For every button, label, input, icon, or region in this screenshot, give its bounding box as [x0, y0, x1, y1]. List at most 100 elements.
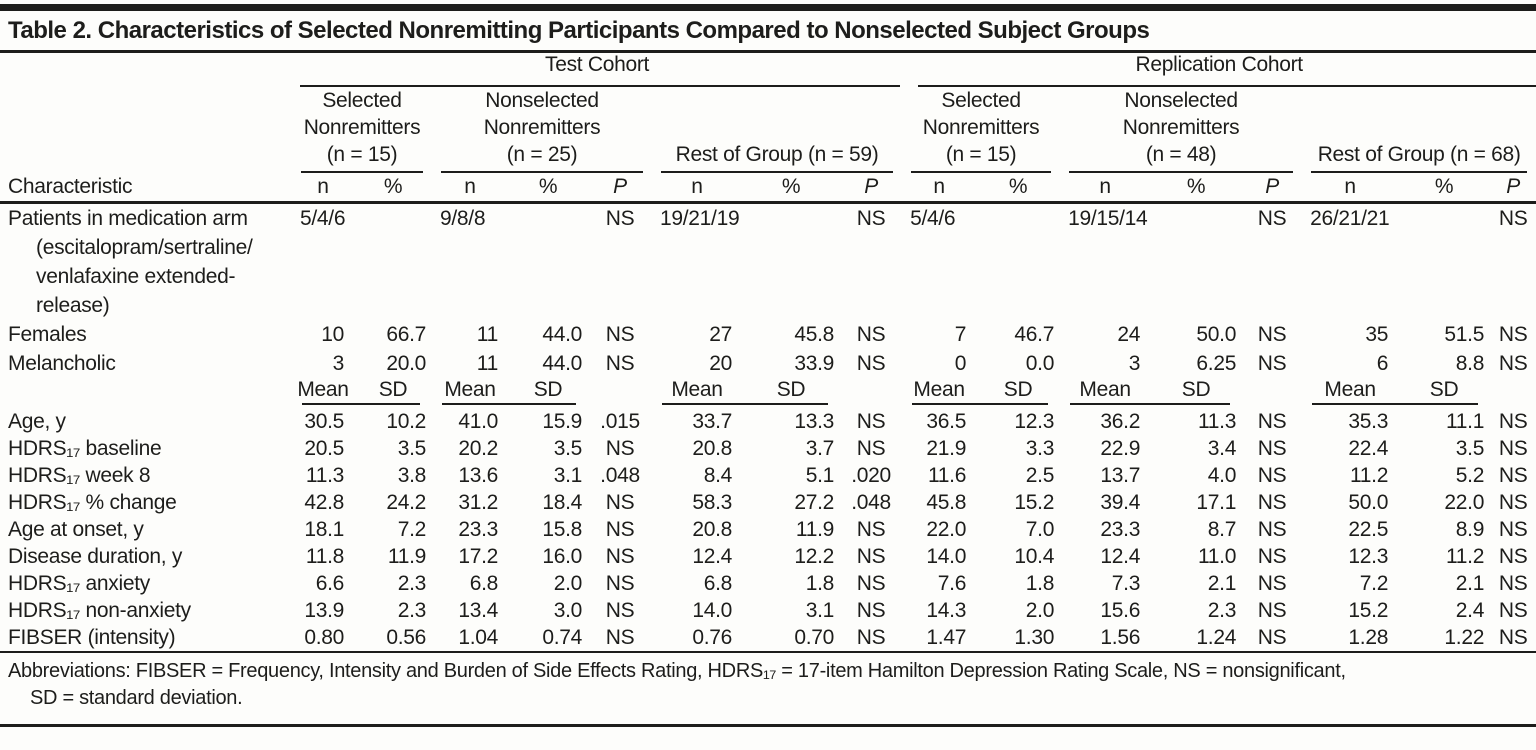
cell-n: 19/15/14 [1068, 207, 1148, 230]
cell-mean: 23.3 [458, 518, 498, 541]
col-header-pct: % [742, 173, 840, 204]
row-label: Patients in medication arm (escitalopram… [8, 207, 253, 317]
cell-sd: 10.4 [1014, 545, 1055, 568]
cell-p: NS [1257, 626, 1287, 649]
cell-pct [976, 203, 1060, 321]
cell-pct [1398, 203, 1490, 321]
cell-mean: 14.0 [692, 599, 732, 622]
cell-p: NS [1257, 352, 1287, 375]
cell-p: NS [1498, 410, 1528, 433]
cell-sd: 2.1 [1207, 572, 1237, 595]
cell-sd: 3.5 [1455, 437, 1485, 460]
cell-p: NS [856, 599, 886, 622]
table-row: Disease duration, y 11.8 11.9 17.2 16.0 … [0, 543, 1536, 570]
cell-mean: 15.2 [1348, 599, 1389, 622]
col-header-pct: % [1398, 173, 1491, 204]
cell-p: NS [605, 626, 635, 649]
group-test-rest-of-group: Rest of Group (n = 59) [652, 87, 902, 173]
cell-p: NS [856, 437, 886, 460]
cell-mean: 39.4 [1100, 491, 1141, 514]
cell-p: .048 [851, 491, 891, 514]
cell-p: NS [1257, 410, 1287, 433]
col-header-n: n [432, 173, 508, 204]
table-row: HDRS₁₇ baseline 20.5 3.5 20.2 3.5 NS 20.… [0, 435, 1536, 462]
cell-sd: 11.0 [1197, 545, 1237, 568]
cell-sd: 11.9 [795, 518, 834, 541]
cell-sd: 2.0 [1025, 599, 1055, 622]
mean-header: Mean [902, 378, 977, 408]
cell-mean: 30.5 [304, 410, 344, 433]
cell-n: 24 [1117, 323, 1141, 346]
cell-mean: 0.80 [304, 626, 344, 649]
cell-sd: 1.8 [805, 572, 835, 595]
cell-mean: 41.0 [458, 410, 498, 433]
cell-sd: 10.2 [386, 410, 426, 433]
blank-cell [1490, 378, 1536, 408]
cell-p: NS [1498, 323, 1528, 346]
col-header-n: n [1302, 173, 1399, 204]
cell-sd: 4.0 [1207, 464, 1237, 487]
cell-p: NS [1257, 464, 1287, 487]
group-repl-nonselected-nonremitters: Nonselected Nonremitters (n = 48) [1060, 87, 1302, 173]
col-header-n: n [902, 173, 977, 204]
cell-sd: 27.2 [794, 491, 834, 514]
cell-sd: 0.70 [794, 626, 834, 649]
row-label: Disease duration, y [8, 545, 183, 568]
col-header-n: n [1060, 173, 1151, 204]
cell-pct: 45.8 [794, 323, 834, 346]
col-header-n: n [652, 173, 742, 204]
cell-n: 11 [476, 352, 499, 375]
cell-mean: 42.8 [304, 491, 344, 514]
table-row: FIBSER (intensity) 0.80 0.56 1.04 0.74 N… [0, 624, 1536, 651]
cohort-header-row: Test Cohort Replication Cohort [0, 53, 1536, 87]
cell-pct [1150, 203, 1242, 321]
cell-p: NS [1498, 599, 1528, 622]
cell-n: 5/4/6 [910, 207, 956, 230]
mean-rows-section: Age, y 30.5 10.2 41.0 15.9 .015 33.7 13.… [0, 408, 1536, 651]
group-header-row: Selected Nonremitters (n = 15) Nonselect… [0, 87, 1536, 173]
cell-mean: 31.2 [458, 491, 498, 514]
cell-mean: 22.5 [1348, 518, 1389, 541]
cell-mean: 13.7 [1100, 464, 1141, 487]
cell-sd: 11.9 [387, 545, 426, 568]
cell-mean: 17.2 [458, 545, 498, 568]
cell-sd: 11.3 [1197, 410, 1237, 433]
cell-pct: 51.5 [1444, 323, 1485, 346]
sd-header: SD [508, 378, 588, 408]
cell-sd: 5.2 [1455, 464, 1485, 487]
col-header-pct: % [354, 173, 432, 204]
cell-sd: 2.3 [1207, 599, 1237, 622]
group-repl-rest-of-group: Rest of Group (n = 68) [1302, 87, 1536, 173]
cell-mean: 7.3 [1111, 572, 1141, 595]
mean-sd-subheader: Mean SD Mean SD Mean SD Mean SD Mean SD … [0, 378, 1536, 408]
cell-sd: 3.3 [1025, 437, 1055, 460]
cell-mean: 6.8 [469, 572, 499, 595]
group-test-selected-nonremitters: Selected Nonremitters (n = 15) [292, 87, 432, 173]
cell-sd: 2.5 [1025, 464, 1055, 487]
cell-mean: 13.4 [458, 599, 498, 622]
cell-mean: 22.0 [926, 518, 967, 541]
cell-p: NS [1498, 572, 1528, 595]
group-test-nonselected-nonremitters: Nonselected Nonremitters (n = 25) [432, 87, 652, 173]
blank-stub [0, 87, 292, 173]
cell-p: NS [605, 545, 635, 568]
cell-p: NS [605, 323, 635, 346]
cell-mean: 20.2 [458, 437, 498, 460]
table-row: Age at onset, y 18.1 7.2 23.3 15.8 NS 20… [0, 516, 1536, 543]
cell-pct: 50.0 [1196, 323, 1237, 346]
cell-sd: 13.3 [794, 410, 834, 433]
cell-p: NS [605, 491, 635, 514]
cell-sd: 3.8 [397, 464, 427, 487]
sd-header: SD [976, 378, 1060, 408]
cell-sd: 15.2 [1014, 491, 1055, 514]
mean-header: Mean [432, 378, 508, 408]
cell-sd: 2.4 [1455, 599, 1485, 622]
cell-sd: 8.7 [1207, 518, 1237, 541]
blank-stub [0, 378, 292, 408]
cell-pct: 6.25 [1196, 352, 1237, 375]
cell-pct [742, 203, 840, 321]
cell-p: .015 [600, 410, 640, 433]
cell-mean: 11.2 [1349, 464, 1389, 487]
cell-mean: 1.47 [926, 626, 967, 649]
cell-mean: 50.0 [1348, 491, 1389, 514]
